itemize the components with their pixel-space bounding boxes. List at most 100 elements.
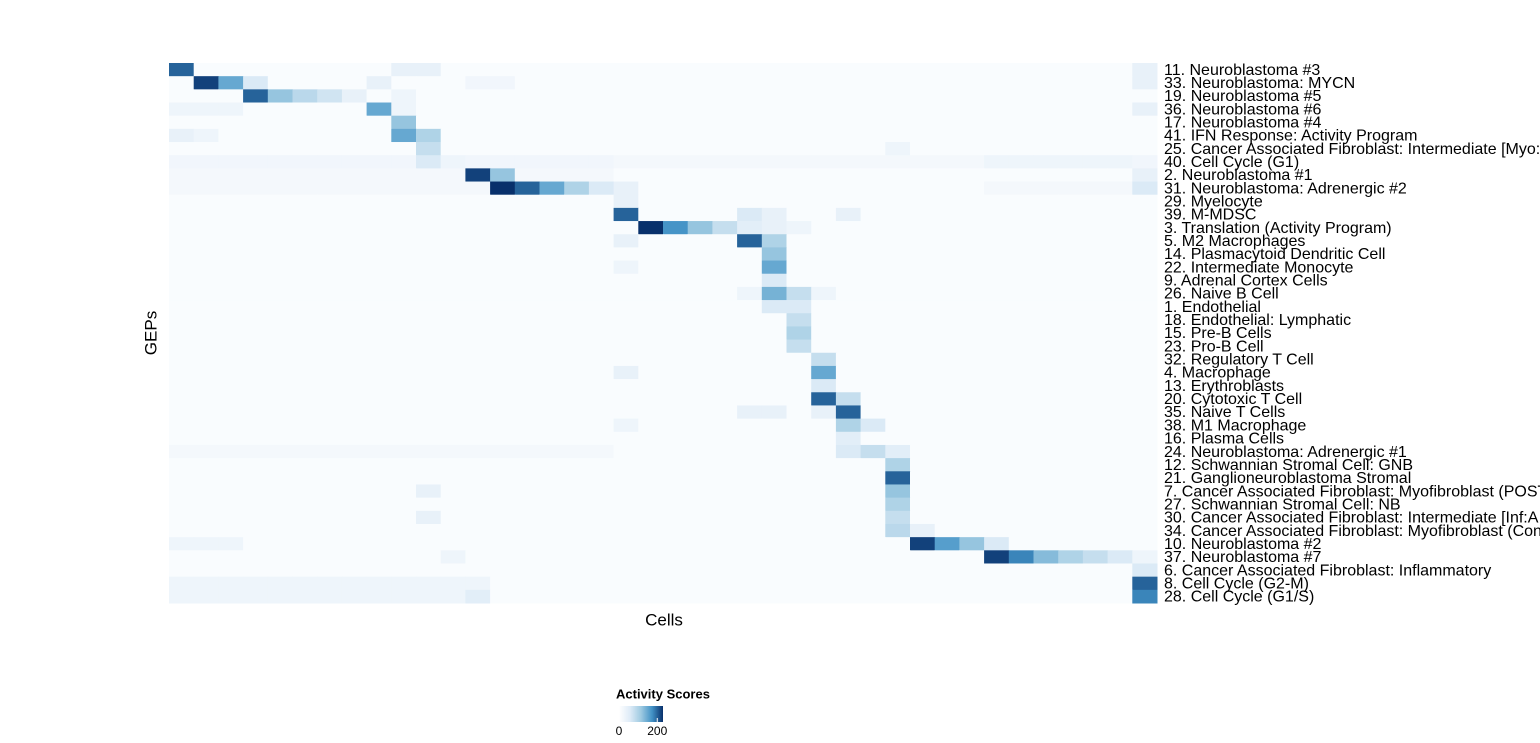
row-label: 13. Erythroblasts: [1164, 378, 1284, 395]
heat-cell: [1058, 326, 1084, 341]
heat-cell: [465, 537, 491, 551]
heat-cell: [218, 497, 244, 512]
heat-cell: [1058, 155, 1084, 169]
heat-cell: [169, 326, 195, 341]
heat-cell: [514, 484, 540, 499]
heat-cell: [761, 471, 787, 485]
heat-cell: [835, 234, 862, 248]
heat-cell: [169, 379, 195, 393]
heat-cell: [835, 128, 862, 143]
heat-cell: [267, 313, 293, 327]
heat-cell: [317, 510, 343, 525]
heat-cell: [1132, 155, 1158, 169]
heat-cell: [588, 339, 615, 354]
heat-cell: [613, 458, 639, 472]
heat-cell: [267, 286, 293, 301]
heat-cell: [1008, 576, 1034, 591]
heat-cell: [1132, 431, 1158, 446]
heat-cell: [663, 63, 689, 77]
heat-cell: [169, 484, 195, 499]
heat-cell: [1058, 194, 1084, 209]
row-label: 15. Pre-B Cells: [1164, 325, 1272, 342]
heat-cell: [514, 247, 540, 262]
heat-cell: [490, 286, 516, 301]
heat-cell: [860, 365, 886, 380]
heat-cell: [218, 115, 244, 130]
heat-cell: [712, 168, 738, 183]
heat-cell: [169, 589, 195, 604]
heat-cell: [292, 471, 318, 485]
heat-cell: [588, 247, 615, 262]
heat-cell: [934, 207, 960, 222]
heat-cell: [613, 181, 639, 196]
heat-cell: [243, 405, 269, 420]
heat-cell: [1033, 484, 1059, 499]
heat-cell: [490, 471, 516, 485]
heat-cell: [440, 115, 466, 130]
heat-cell: [1058, 260, 1084, 275]
heat-cell: [737, 155, 763, 169]
heat-cell: [712, 550, 738, 564]
heat-cell: [416, 352, 442, 367]
heat-cell: [712, 352, 738, 367]
heat-cell: [366, 168, 392, 183]
heat-cell: [786, 128, 812, 143]
heat-cell: [341, 128, 368, 143]
heat-cell: [243, 510, 269, 525]
heat-cell: [1107, 286, 1133, 301]
heat-cell: [860, 550, 886, 564]
heat-cell: [465, 300, 491, 314]
heat-cell: [218, 392, 244, 406]
heat-cell: [1107, 484, 1133, 499]
heat-cell: [440, 471, 466, 485]
heat-cell: [218, 471, 244, 485]
heat-cell: [366, 313, 392, 327]
heat-cell: [564, 352, 590, 367]
heat-cell: [193, 484, 219, 499]
heat-cell: [514, 497, 540, 512]
heat-cell: [1082, 76, 1109, 90]
row-label: 22. Intermediate Monocyte: [1164, 259, 1354, 276]
heat-cell: [588, 234, 615, 248]
heat-cell: [514, 471, 540, 485]
heat-cell: [885, 563, 911, 578]
heat-cell: [638, 76, 664, 90]
heat-cell: [1082, 405, 1109, 420]
heat-cell: [761, 142, 787, 156]
heat-cell: [539, 576, 565, 591]
heat-cell: [811, 339, 837, 354]
heat-cell: [860, 431, 886, 446]
heat-cell: [490, 234, 516, 248]
heat-cell: [663, 273, 689, 288]
heat-cell: [885, 194, 911, 209]
heat-cell: [292, 392, 318, 406]
heat-cell: [193, 313, 219, 327]
heat-cell: [243, 142, 269, 156]
heat-cell: [1082, 155, 1109, 169]
heat-cell: [860, 339, 886, 354]
row-label: 20. Cytotoxic T Cell: [1164, 391, 1302, 408]
heat-cell: [169, 537, 195, 551]
heat-cell: [243, 181, 269, 196]
heat-cell: [638, 392, 664, 406]
heat-cell: [539, 76, 565, 90]
heat-cell: [514, 563, 540, 578]
colorbar-tick-label: 200: [647, 724, 667, 738]
row-label: 24. Neuroblastoma: Adrenergic #1: [1164, 444, 1407, 461]
heat-cell: [1132, 260, 1158, 275]
heat-cell: [984, 89, 1010, 104]
heat-cell: [341, 458, 368, 472]
heat-cell: [539, 418, 565, 433]
heat-cell: [366, 76, 392, 90]
heat-cell: [1107, 273, 1133, 288]
heat-cell: [490, 550, 516, 564]
heat-cell: [663, 405, 689, 420]
heat-cell: [588, 458, 615, 472]
heat-cell: [761, 273, 787, 288]
heat-cell: [835, 326, 862, 341]
heat-cell: [786, 181, 812, 196]
heat-cell: [737, 405, 763, 420]
heat-cell: [712, 339, 738, 354]
heat-cell: [317, 207, 343, 222]
heat-cell: [514, 115, 540, 130]
